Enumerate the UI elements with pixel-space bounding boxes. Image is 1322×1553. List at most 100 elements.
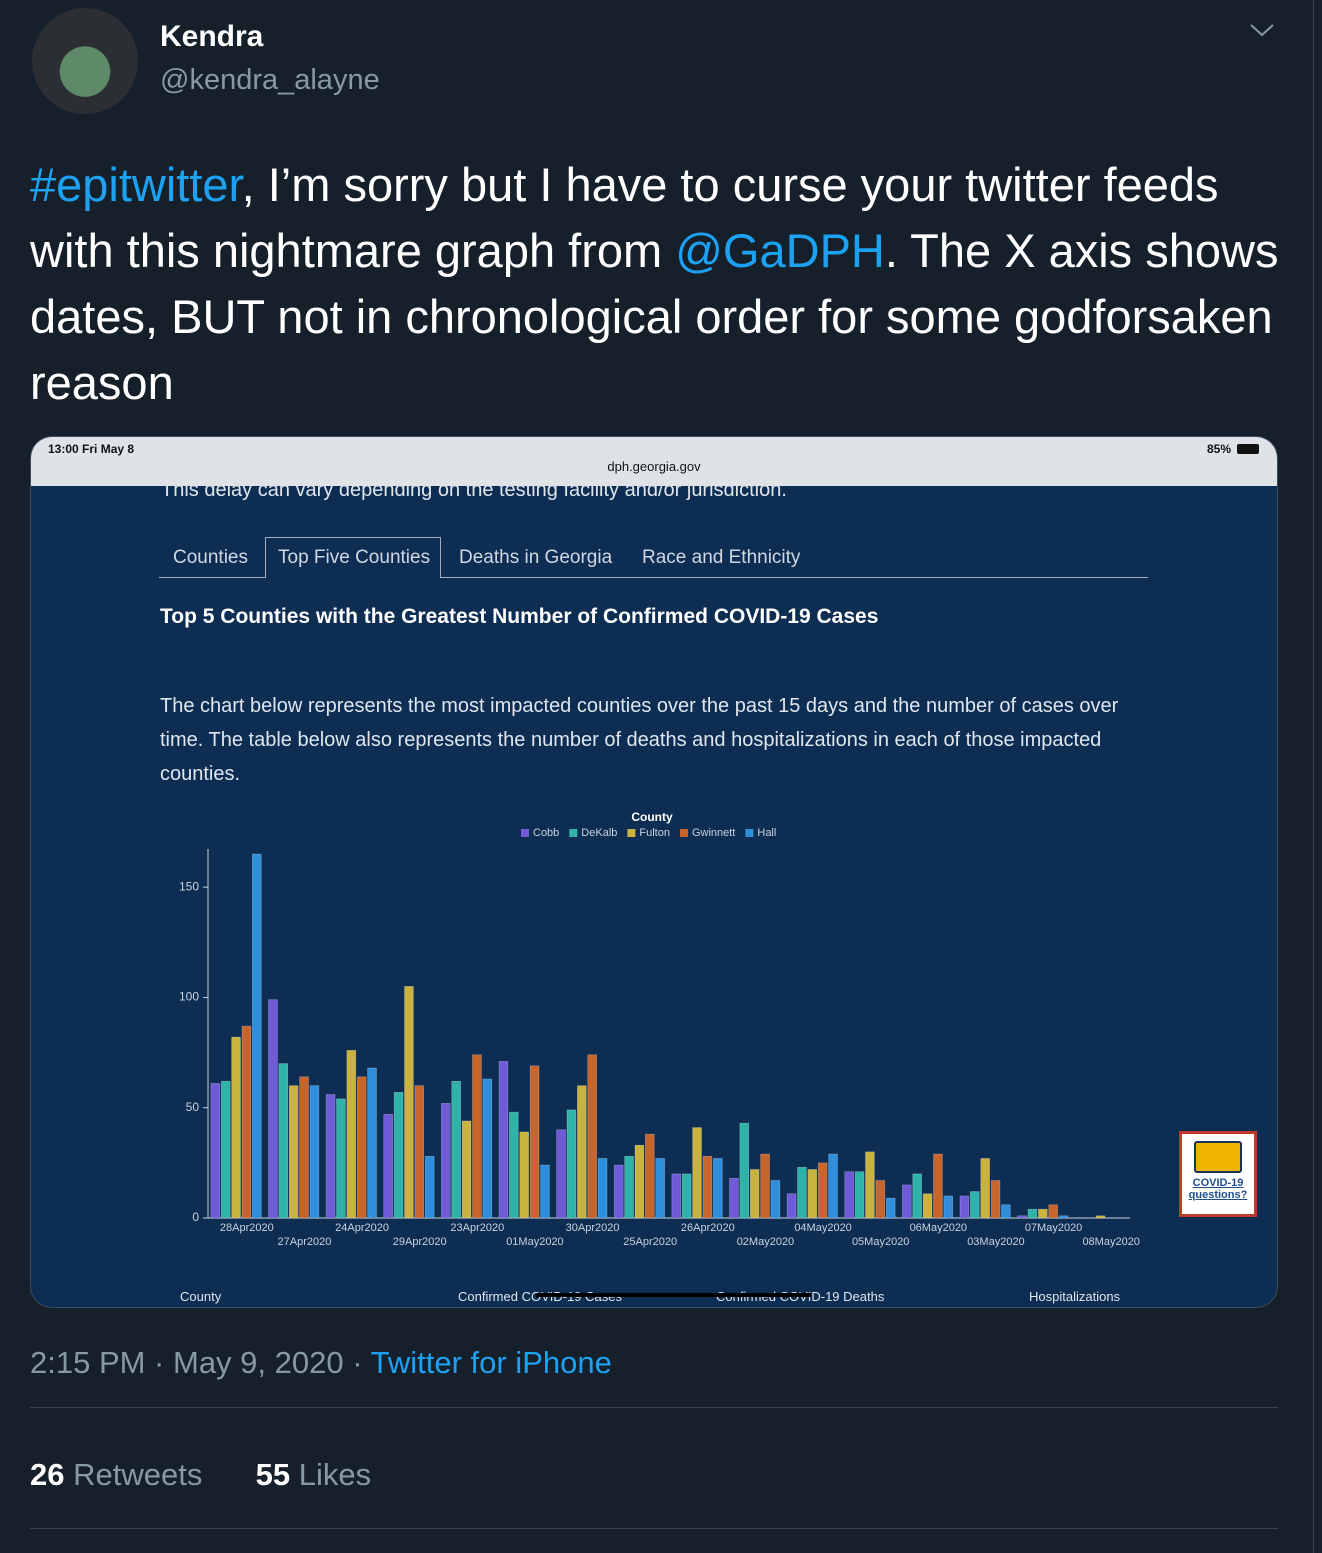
bar	[990, 1180, 1001, 1219]
legend-label: Fulton	[639, 827, 670, 839]
y-tick-label: 150	[179, 879, 199, 893]
bar	[529, 1065, 540, 1219]
help-button[interactable]: COVID-19 questions?	[1179, 1131, 1257, 1217]
x-tick-label: 03May2020	[967, 1236, 1025, 1248]
tab[interactable]: Race and Ethnicity	[642, 547, 801, 568]
bar	[970, 1191, 980, 1219]
table-header: County	[180, 1289, 222, 1304]
legend-swatch	[627, 829, 636, 837]
x-tick-label: 29Apr2020	[393, 1236, 447, 1248]
x-tick-label: 23Apr2020	[450, 1222, 504, 1234]
bar	[749, 1169, 760, 1219]
bar	[634, 1144, 645, 1219]
scroll-indicator	[536, 1293, 811, 1297]
tab-line	[159, 577, 1148, 578]
menu-chevron[interactable]	[1248, 20, 1276, 40]
bar	[268, 999, 278, 1219]
bar	[540, 1164, 550, 1219]
bar	[509, 1111, 519, 1219]
url: dph.georgia.gov	[607, 459, 701, 474]
like-label[interactable]: Likes	[298, 1457, 372, 1492]
battery-icon	[1237, 444, 1259, 454]
bar	[922, 1193, 933, 1219]
battery: 85%	[1206, 442, 1231, 456]
bar	[309, 1085, 320, 1219]
divider	[30, 1528, 1278, 1529]
bar	[702, 1155, 713, 1219]
x-tick-label: 02May2020	[737, 1236, 795, 1248]
x-tick-label: 05May2020	[852, 1236, 910, 1248]
author-name[interactable]: Kendra	[160, 20, 264, 53]
bar	[220, 1080, 231, 1219]
bar	[346, 1050, 357, 1219]
section-heading: Top 5 Counties with the Greatest Number …	[160, 605, 879, 628]
bar	[692, 1127, 702, 1219]
bar	[797, 1166, 807, 1219]
bar	[655, 1158, 665, 1219]
bar	[1095, 1215, 1106, 1219]
bar	[325, 1094, 336, 1219]
bar	[1017, 1215, 1027, 1219]
bar	[828, 1153, 838, 1219]
bar	[729, 1177, 739, 1219]
bar	[299, 1076, 309, 1219]
bar	[933, 1153, 943, 1219]
status-time: 13:00 Fri May 8	[48, 442, 135, 456]
mention[interactable]: @GaDPH	[675, 224, 885, 277]
avatar[interactable]	[32, 8, 138, 114]
bar	[1027, 1208, 1038, 1219]
timestamp[interactable]: 2:15 PM · May 9, 2020 ·	[30, 1345, 363, 1380]
bar	[865, 1151, 875, 1219]
bar	[959, 1195, 970, 1219]
legend-label: Gwinnett	[692, 827, 735, 839]
legend-swatch	[679, 829, 688, 837]
bar	[770, 1180, 781, 1219]
y-tick-label: 100	[179, 990, 199, 1004]
legend-label: Cobb	[533, 827, 559, 839]
scrollbar	[1313, 0, 1314, 1553]
table-header: Hospitalizations	[1029, 1289, 1121, 1304]
bar	[885, 1197, 896, 1219]
legend-label: Hall	[757, 827, 776, 839]
x-tick-label: 30Apr2020	[566, 1222, 620, 1234]
bar	[414, 1085, 425, 1219]
retweet-count[interactable]: 26	[30, 1457, 65, 1492]
bar	[472, 1054, 482, 1219]
source[interactable]: Twitter for iPhone	[370, 1345, 612, 1380]
bar	[713, 1158, 723, 1219]
tweet-text: #epitwitter, I’m sorry but I have to cur…	[30, 152, 1290, 416]
tab[interactable]: Counties	[173, 547, 248, 568]
legend-title: County	[631, 810, 673, 824]
bar	[461, 1120, 472, 1219]
bar	[980, 1158, 990, 1219]
bar	[817, 1162, 828, 1219]
bar	[597, 1158, 608, 1219]
stats: 26 Retweets 55 Likes	[30, 1457, 371, 1493]
help-label: COVID-19	[1192, 1177, 1244, 1189]
x-tick-label: 26Apr2020	[681, 1222, 735, 1234]
tab[interactable]: Deaths in Georgia	[459, 547, 613, 568]
bar	[807, 1169, 818, 1219]
bar	[231, 1036, 241, 1219]
tab[interactable]: Top Five Counties	[278, 547, 431, 568]
bar	[902, 1184, 912, 1219]
bar	[613, 1164, 624, 1219]
bar	[278, 1063, 289, 1219]
chart: 0 50 100 150 County Cobb DeKalb Fulton Gwinnett H…	[179, 810, 1140, 1248]
bar	[943, 1195, 954, 1219]
bar	[252, 853, 262, 1219]
bar	[424, 1155, 435, 1219]
hashtag[interactable]: #epitwitter	[30, 158, 242, 211]
bar	[854, 1171, 865, 1219]
status-bar: 13:00 Fri May 8 dph.georgia.gov 85%	[31, 437, 1277, 486]
x-tick-label: 04May2020	[794, 1222, 852, 1234]
legend-swatch	[521, 829, 529, 837]
bar	[241, 1025, 252, 1219]
author-handle[interactable]: @kendra_alayne	[160, 64, 380, 96]
like-count[interactable]: 55	[255, 1457, 291, 1492]
bar	[441, 1102, 451, 1219]
bar	[671, 1173, 682, 1219]
retweet-label[interactable]: Retweets	[73, 1457, 203, 1492]
